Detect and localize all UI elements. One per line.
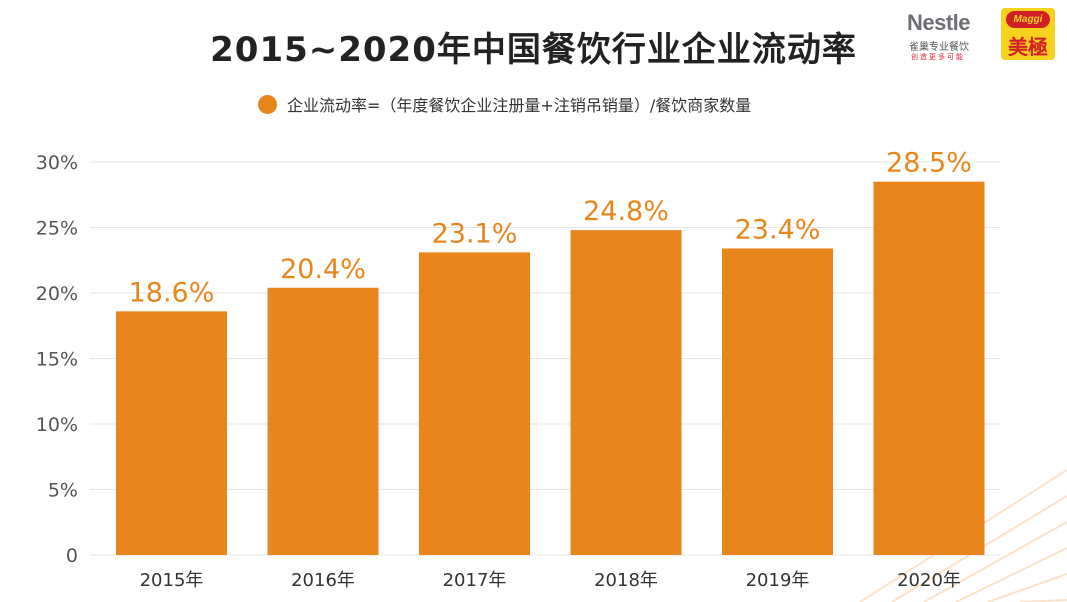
legend: 企业流动率=（年度餐饮企业注册量+注销吊销量）/餐饮商家数量 xyxy=(258,92,751,116)
decorative-stripe xyxy=(987,573,1067,602)
decorative-stripe xyxy=(955,547,1067,602)
x-tick-label: 2015年 xyxy=(140,570,204,591)
y-tick-label: 25% xyxy=(36,218,78,240)
x-axis-tick-labels: 2015年 2016年 2017年 2018年 2019年 2020年 xyxy=(140,570,961,591)
nestle-wordmark: Nestle xyxy=(907,10,971,35)
data-label: 18.6% xyxy=(129,277,215,308)
maggi-logo: Maggi 美極 xyxy=(1001,8,1055,60)
x-tick-label: 2017年 xyxy=(443,570,507,591)
data-label: 23.1% xyxy=(432,218,518,249)
data-label: 23.4% xyxy=(735,214,821,245)
brand-logos: Nestle 雀巢专业餐饮 创造更多可能 Maggi 美極 xyxy=(907,8,1055,64)
maggi-wordmark: Maggi xyxy=(1006,11,1050,28)
y-tick-label: 15% xyxy=(36,349,78,371)
bar xyxy=(419,252,530,555)
gridlines xyxy=(90,161,1000,556)
nestle-logo: Nestle 雀巢专业餐饮 创造更多可能 xyxy=(907,8,997,64)
decorative-stripe xyxy=(923,521,1067,602)
chart-title: 2015~2020年中国餐饮行业企业流动率 xyxy=(210,30,857,70)
data-label: 28.5% xyxy=(886,148,972,179)
y-tick-label: 10% xyxy=(36,414,78,436)
bar xyxy=(873,181,985,555)
y-tick-label: 30% xyxy=(36,152,78,174)
bars xyxy=(116,181,985,555)
data-label: 20.4% xyxy=(280,254,366,285)
y-tick-label: 5% xyxy=(48,480,78,502)
bar xyxy=(570,230,682,555)
y-tick-label: 20% xyxy=(36,283,78,305)
x-tick-label: 2016年 xyxy=(291,570,355,591)
bar xyxy=(722,248,833,555)
bar xyxy=(116,311,227,555)
y-axis-tick-labels: 0 5% 10% 15% 20% 25% 30% xyxy=(36,152,78,567)
nestle-tagline: 创造更多可能 xyxy=(911,53,965,61)
data-labels: 18.6% 20.4% 23.1% 24.8% 23.4% 28.5% xyxy=(129,148,972,309)
maggi-chinese-name: 美極 xyxy=(1008,35,1048,59)
x-tick-label: 2019年 xyxy=(746,570,810,591)
legend-label: 企业流动率=（年度餐饮企业注册量+注销吊销量）/餐饮商家数量 xyxy=(287,96,752,115)
legend-marker xyxy=(258,94,277,114)
nestle-chinese-name: 雀巢专业餐饮 xyxy=(909,42,969,53)
bar xyxy=(267,287,379,555)
y-tick-label: 0 xyxy=(66,545,78,567)
x-tick-label: 2018年 xyxy=(594,570,658,591)
x-tick-label: 2020年 xyxy=(897,570,961,591)
data-label: 24.8% xyxy=(583,196,669,227)
